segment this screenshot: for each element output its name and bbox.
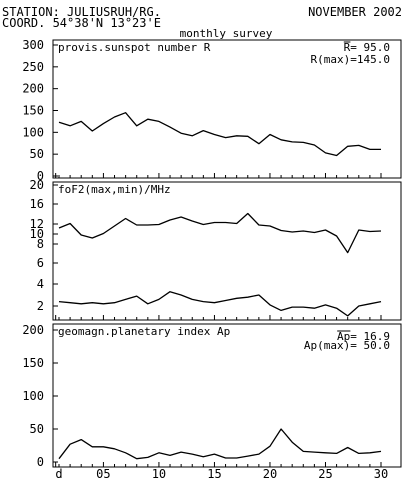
y-tick-label-2-2: 100: [22, 389, 44, 403]
y-tick-label-2-1: 150: [22, 356, 44, 370]
x-tick-label-0: d: [55, 467, 62, 480]
coordinates-label: COORD. 54°38'N 13°23'E: [2, 16, 161, 30]
station-label: STATION: JULIUSRUH/RG.: [2, 5, 161, 19]
series-line-2-0: [58, 428, 382, 460]
y-tick-label-0-2: 200: [22, 82, 44, 96]
survey-label: monthly survey: [180, 27, 273, 40]
y-tick-label-2-3: 50: [30, 422, 44, 436]
series-line-1-0: [58, 212, 382, 254]
y-tick-label-0-4: 100: [22, 125, 44, 139]
x-tick-label-6: 30: [374, 467, 388, 480]
fof2-panel-frame: [52, 181, 402, 321]
y-tick-label-1-3: 10: [30, 227, 44, 241]
y-tick-label-2-0: 200: [22, 323, 44, 337]
sunspot-panel-title: provis.sunspot number R: [58, 41, 211, 54]
y-tick-label-1-4: 8: [37, 237, 44, 251]
series-layer: [58, 112, 382, 460]
sunspot-panel-frame: [52, 39, 402, 179]
y-tick-label-1-6: 4: [37, 277, 44, 291]
sunspot-mean-label: R= 95.0: [344, 41, 390, 54]
sunspot-max-label: R(max)=145.0: [311, 53, 390, 66]
y-tick-label-1-1: 16: [30, 197, 44, 211]
y-tick-label-0-6: 0: [37, 169, 44, 183]
fof2-panel-title: foF2(max,min)/MHz: [58, 183, 171, 196]
y-tick-label-1-5: 6: [37, 256, 44, 270]
y-tick-label-0-0: 300: [22, 38, 44, 52]
y-tick-label-0-5: 50: [30, 147, 44, 161]
series-line-1-1: [58, 291, 382, 317]
ap-mean-label: Ap= 16.9: [337, 330, 390, 343]
month-label: NOVEMBER 2002: [308, 5, 402, 19]
axes-layer: 3002502001501005002016121086422001501005…: [22, 38, 388, 480]
ap-panel-title: geomagn.planetary index Ap: [58, 325, 230, 338]
y-tick-label-0-1: 250: [22, 60, 44, 74]
x-tick-label-5: 25: [318, 467, 332, 480]
y-tick-label-1-0: 20: [30, 178, 44, 192]
x-tick-label-2: 10: [152, 467, 166, 480]
x-tick-label-3: 15: [207, 467, 221, 480]
y-tick-label-1-7: 2: [37, 299, 44, 313]
ap-max-label: Ap(max)= 50.0: [304, 339, 390, 352]
y-tick-label-0-3: 150: [22, 104, 44, 118]
y-tick-label-1-2: 12: [30, 217, 44, 231]
x-tick-label-4: 20: [263, 467, 277, 480]
x-tick-label-1: 05: [96, 467, 110, 480]
series-line-0-0: [58, 112, 381, 157]
y-tick-label-2-4: 0: [37, 455, 44, 469]
